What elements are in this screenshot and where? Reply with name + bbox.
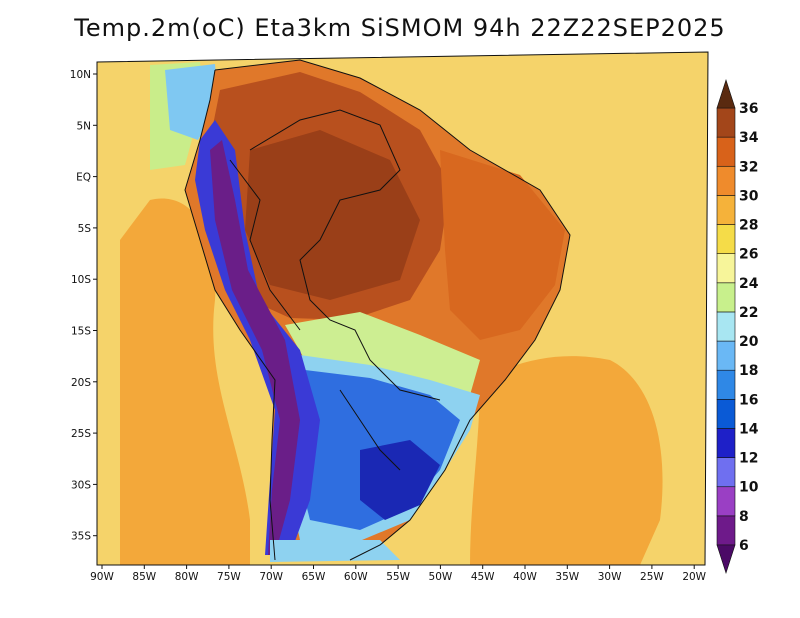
lon-tick-label: 40W (513, 571, 537, 583)
colorbar-label: 12 (739, 451, 758, 467)
transition-band (285, 312, 480, 395)
lon-tick-label: 45W (471, 571, 495, 583)
brazil-border (249, 109, 441, 401)
colorbar-band (716, 195, 736, 225)
lon-tick-label: 50W (429, 571, 453, 583)
lat-tick-label: 15S (71, 326, 91, 338)
colorbar-band (716, 515, 736, 546)
colorbar: 6 8 10 12 14 16 18 20 22 24 26 28 30 32 34 36 (716, 79, 759, 574)
lon-tick-label: 25W (640, 571, 664, 583)
colorbar-band (716, 311, 736, 342)
colorbar-band (716, 399, 736, 429)
colorbar-label: 20 (739, 334, 759, 350)
continent-outline (184, 59, 571, 561)
nordeste-region (440, 150, 565, 340)
colorbar-low-arrow (716, 544, 736, 574)
lon-tick-label: 20W (682, 571, 706, 583)
andes-deep-strip (210, 140, 300, 555)
ocean-warm-band (120, 198, 250, 565)
peru-bolivia-border (229, 159, 301, 331)
lon-tick-label: 90W (90, 571, 114, 583)
colorbar-band (716, 457, 736, 488)
southern-coast-strip (270, 540, 400, 562)
colorbar-label: 22 (739, 305, 758, 321)
colorbar-label: 26 (739, 247, 758, 263)
axes: 90W 85W 80W 75W 70W 65W 60W 55W 50W 45W 40W 35W 30W 2… (70, 69, 707, 583)
colorbar-label: 14 (739, 421, 759, 437)
colorbar-band (716, 486, 736, 517)
colorbar-label: 30 (739, 188, 759, 204)
colorbar-band (716, 136, 736, 167)
colorbar-band (716, 369, 736, 400)
lat-tick-label: 5N (76, 120, 91, 132)
country-borders (184, 59, 571, 561)
lat-tick-label: 10N (70, 69, 91, 81)
colorbar-band (716, 340, 736, 371)
colorbar-label: 36 (739, 101, 758, 117)
paraguay-argentina-border (339, 389, 401, 471)
colorbar-label: 32 (739, 159, 758, 175)
lon-tick-label: 85W (132, 571, 156, 583)
lon-tick-label: 60W (344, 571, 368, 583)
lon-tick-label: 65W (302, 571, 326, 583)
lat-tick-label: 25S (71, 428, 91, 440)
lat-tick-label: 10S (71, 274, 91, 286)
lat-tick-label: EQ (76, 172, 91, 184)
lon-tick-label: 75W (217, 571, 241, 583)
lat-tick-label: 5S (78, 223, 92, 235)
colorbar-band (716, 107, 736, 138)
colorbar-label: 28 (739, 218, 758, 234)
lon-tick-label: 55W (386, 571, 410, 583)
lon-tick-label: 35W (555, 571, 579, 583)
map-frame (96, 51, 709, 566)
colorbar-label: 6 (739, 538, 749, 554)
pacific-cyan-area (165, 64, 216, 140)
colorbar-label: 16 (739, 392, 758, 408)
lon-tick-label: 70W (259, 571, 283, 583)
colorbar-band (716, 282, 736, 313)
colorbar-label: 24 (739, 276, 759, 292)
colorbar-label: 34 (739, 130, 759, 146)
lat-tick-label: 30S (71, 479, 91, 491)
colorbar-high-arrow (716, 79, 736, 109)
lat-tick-label: 35S (71, 531, 91, 543)
colorbar-label: 18 (739, 363, 758, 379)
colorbar-band (716, 224, 736, 254)
colorbar-band (716, 253, 736, 284)
colorbar-label: 10 (739, 480, 759, 496)
lat-tick-label: 20S (71, 377, 91, 389)
colorbar-label: 8 (739, 509, 749, 525)
atlantic-warm-band (470, 356, 663, 565)
colorbar-band (716, 428, 736, 458)
colorbar-band (716, 165, 736, 196)
lon-tick-label: 30W (598, 571, 622, 583)
lon-tick-label: 80W (175, 571, 199, 583)
map-title: Temp.2m(oC) Eta3km SiSMOM 94h 22Z22SEP20… (74, 14, 726, 42)
southern-dark-core (360, 440, 440, 520)
